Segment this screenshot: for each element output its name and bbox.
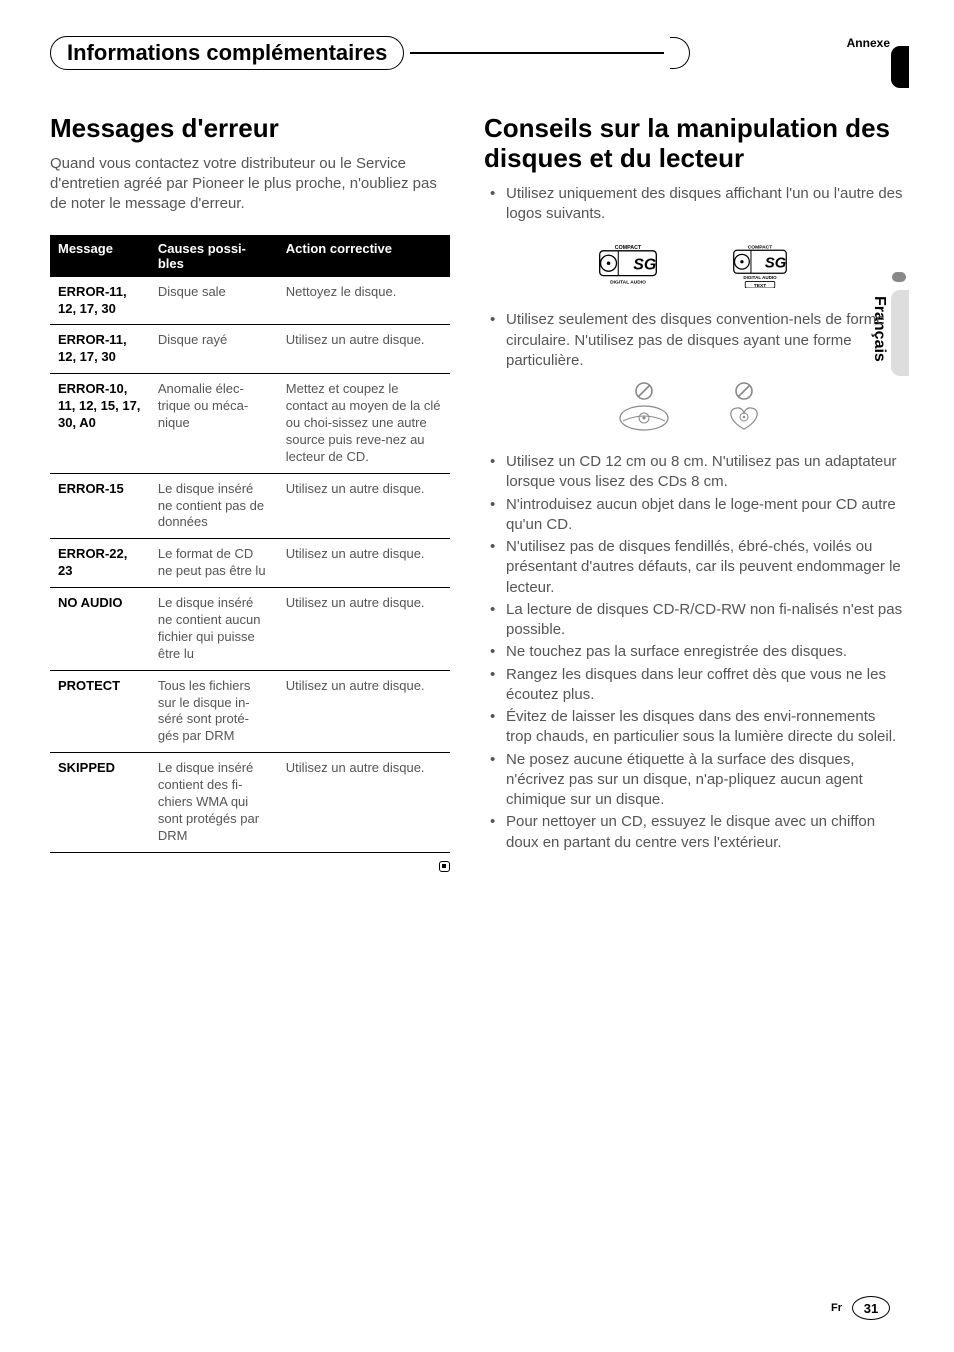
cell-cause: Tous les fichiers sur le disque in-séré … xyxy=(150,670,278,753)
disc-logo-row: COMPACT SG DIGITAL AUDIO COMPACT SG DIGI… xyxy=(484,242,904,288)
prohibited-shapes-row xyxy=(484,381,904,438)
table-row: ERROR-11, 12, 17, 30Disque saleNettoyez … xyxy=(50,277,450,325)
table-row: ERROR-22, 23Le format de CD ne peut pas … xyxy=(50,539,450,588)
bullets-rest: Utilisez un CD 12 cm ou 8 cm. N'utilisez… xyxy=(484,452,904,853)
th-causes: Causes possi-bles xyxy=(150,235,278,277)
list-item: N'utilisez pas de disques fendillés, ébr… xyxy=(484,537,904,598)
cell-message: ERROR-15 xyxy=(50,473,150,539)
cell-cause: Le disque inséré ne contient pas de donn… xyxy=(150,473,278,539)
list-item: Ne posez aucune étiquette à la surface d… xyxy=(484,750,904,811)
no-icon xyxy=(734,381,754,401)
cell-cause: Le disque inséré contient des fi-chiers … xyxy=(150,753,278,852)
cell-message: ERROR-10, 11, 12, 15, 17, 30, A0 xyxy=(50,374,150,473)
table-row: SKIPPEDLe disque inséré contient des fi-… xyxy=(50,753,450,852)
title-connector xyxy=(410,52,664,54)
cell-cause: Disque rayé xyxy=(150,325,278,374)
cell-action: Nettoyez le disque. xyxy=(278,277,450,325)
lang-dash xyxy=(892,272,906,282)
cell-action: Utilisez un autre disque. xyxy=(278,325,450,374)
list-item: Ne touchez pas la surface enregistrée de… xyxy=(484,642,904,662)
cell-action: Utilisez un autre disque. xyxy=(278,753,450,852)
odd-disc-1 xyxy=(617,403,671,433)
section-title: Informations complémentaires xyxy=(50,36,404,70)
annexe-label: Annexe xyxy=(847,36,890,50)
cell-message: SKIPPED xyxy=(50,753,150,852)
list-item: Pour nettoyer un CD, essuyez le disque a… xyxy=(484,812,904,853)
list-item: N'introduisez aucun objet dans le loge-m… xyxy=(484,495,904,536)
list-item: Utilisez un CD 12 cm ou 8 cm. N'utilisez… xyxy=(484,452,904,493)
bullets-mid: Utilisez seulement des disques conventio… xyxy=(484,310,904,371)
cell-cause: Le format de CD ne peut pas être lu xyxy=(150,539,278,588)
svg-text:COMPACT: COMPACT xyxy=(615,245,642,251)
compact-disc-text-logo: COMPACT SG DIGITAL AUDIO TEXT xyxy=(724,242,796,288)
table-row: ERROR-11, 12, 17, 30Disque rayéUtilisez … xyxy=(50,325,450,374)
page-number: 31 xyxy=(852,1296,890,1320)
bullets-top: Utilisez uniquement des disques affichan… xyxy=(484,184,904,225)
errors-heading: Messages d'erreur xyxy=(50,114,450,144)
cell-action: Utilisez un autre disque. xyxy=(278,588,450,671)
right-column: Conseils sur la manipulation des disques… xyxy=(484,114,904,875)
cell-message: ERROR-11, 12, 17, 30 xyxy=(50,325,150,374)
side-tab-black xyxy=(891,46,909,88)
section-title-row: Informations complémentaires xyxy=(50,36,690,70)
list-item: Utilisez uniquement des disques affichan… xyxy=(484,184,904,225)
list-item: Évitez de laisser les disques dans des e… xyxy=(484,707,904,748)
cell-message: PROTECT xyxy=(50,670,150,753)
svg-text:TEXT: TEXT xyxy=(754,283,767,288)
heart-disc xyxy=(717,403,771,433)
cell-action: Utilisez un autre disque. xyxy=(278,670,450,753)
cell-action: Mettez et coupez le contact au moyen de … xyxy=(278,374,450,473)
svg-text:SG: SG xyxy=(633,257,656,274)
cell-cause: Le disque inséré ne contient aucun fichi… xyxy=(150,588,278,671)
svg-text:DIGITAL AUDIO: DIGITAL AUDIO xyxy=(743,275,777,280)
end-marker xyxy=(50,859,450,875)
list-item: Utilisez seulement des disques conventio… xyxy=(484,310,904,371)
left-column: Messages d'erreur Quand vous contactez v… xyxy=(50,114,450,875)
th-message: Message xyxy=(50,235,150,277)
table-row: ERROR-15Le disque inséré ne contient pas… xyxy=(50,473,450,539)
table-row: NO AUDIOLe disque inséré ne contient auc… xyxy=(50,588,450,671)
footer-lang: Fr xyxy=(831,1302,842,1314)
cell-action: Utilisez un autre disque. xyxy=(278,539,450,588)
errors-table: Message Causes possi-bles Action correct… xyxy=(50,235,450,853)
cell-message: ERROR-11, 12, 17, 30 xyxy=(50,277,150,325)
no-icon xyxy=(634,381,654,401)
cell-cause: Disque sale xyxy=(150,277,278,325)
svg-text:SG: SG xyxy=(765,256,787,272)
th-action: Action corrective xyxy=(278,235,450,277)
page-footer: Fr 31 xyxy=(831,1296,890,1320)
compact-disc-logo: COMPACT SG DIGITAL AUDIO xyxy=(592,242,664,288)
prohibited-shape-2 xyxy=(717,381,771,438)
svg-text:DIGITAL AUDIO: DIGITAL AUDIO xyxy=(610,280,646,286)
list-item: La lecture de disques CD-R/CD-RW non fi-… xyxy=(484,600,904,641)
cell-action: Utilisez un autre disque. xyxy=(278,473,450,539)
list-item: Rangez les disques dans leur coffret dès… xyxy=(484,665,904,706)
table-row: PROTECTTous les fichiers sur le disque i… xyxy=(50,670,450,753)
errors-intro: Quand vous contactez votre distributeur … xyxy=(50,154,450,215)
prohibited-shape-1 xyxy=(617,381,671,438)
table-row: ERROR-10, 11, 12, 15, 17, 30, A0Anomalie… xyxy=(50,374,450,473)
tips-heading: Conseils sur la manipulation des disques… xyxy=(484,114,904,174)
cell-message: NO AUDIO xyxy=(50,588,150,671)
cell-cause: Anomalie élec-trique ou méca-nique xyxy=(150,374,278,473)
cell-message: ERROR-22, 23 xyxy=(50,539,150,588)
title-end-cap xyxy=(670,37,690,69)
